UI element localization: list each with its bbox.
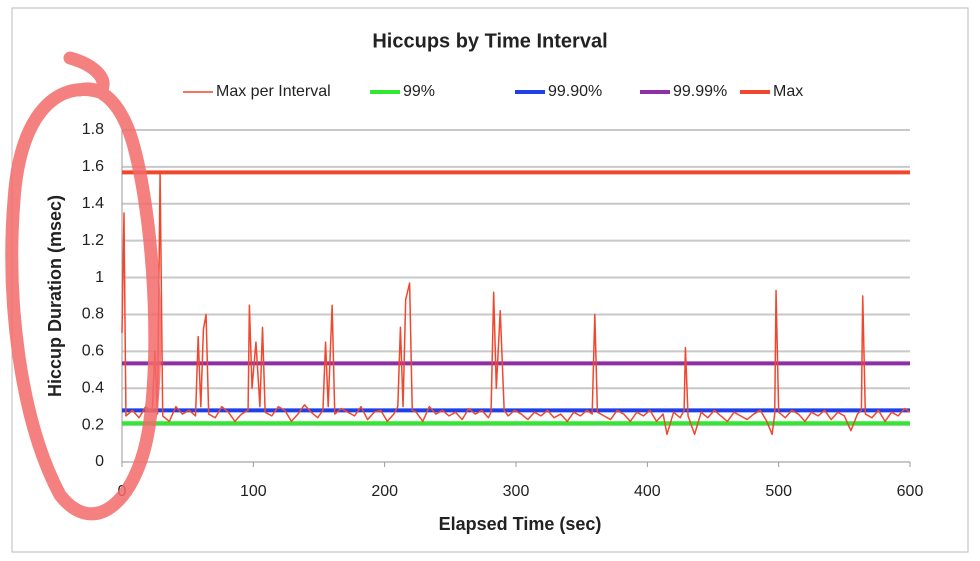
x-tick-label: 300	[503, 483, 530, 500]
legend-label: 99.90%	[548, 83, 602, 100]
hand-drawn-circle	[5, 51, 162, 521]
y-tick-label: 0.8	[82, 306, 104, 323]
legend-label: Max per Interval	[216, 83, 331, 100]
y-tick-label: 1.4	[82, 195, 104, 212]
plot-area: 00.20.40.60.811.21.41.61.80 100 200 300 400 5…	[82, 121, 924, 500]
y-tick-label: 0.2	[82, 416, 104, 433]
x-tick-label: 500	[765, 483, 792, 500]
chart-title: Hiccups by Time Interval	[372, 30, 607, 52]
legend-label: 99%	[403, 83, 435, 100]
x-tick-label: 200	[371, 483, 398, 500]
y-tick-label: 1.8	[82, 121, 104, 138]
x-tick-label: 100	[240, 483, 267, 500]
y-tick-label: 1.2	[82, 232, 104, 249]
series-line	[121, 171, 911, 436]
x-tick-label: 600	[897, 483, 924, 500]
y-tick-label: 1	[95, 269, 104, 286]
legend-label: 99.99%	[673, 83, 727, 100]
legend: Max per Interval 99% 99.90% 99.99% Max	[183, 83, 803, 100]
y-tick-label: 1.6	[82, 158, 104, 175]
y-axis-title: Hiccup Duration (msec)	[45, 195, 65, 397]
x-tick-label: 400	[634, 483, 661, 500]
y-tick-label: 0.6	[82, 343, 104, 360]
x-axis-title: Elapsed Time (sec)	[439, 514, 602, 534]
y-tick-label: 0.4	[82, 379, 104, 396]
legend-label: Max	[773, 83, 803, 100]
y-tick-label: 0	[95, 453, 104, 470]
